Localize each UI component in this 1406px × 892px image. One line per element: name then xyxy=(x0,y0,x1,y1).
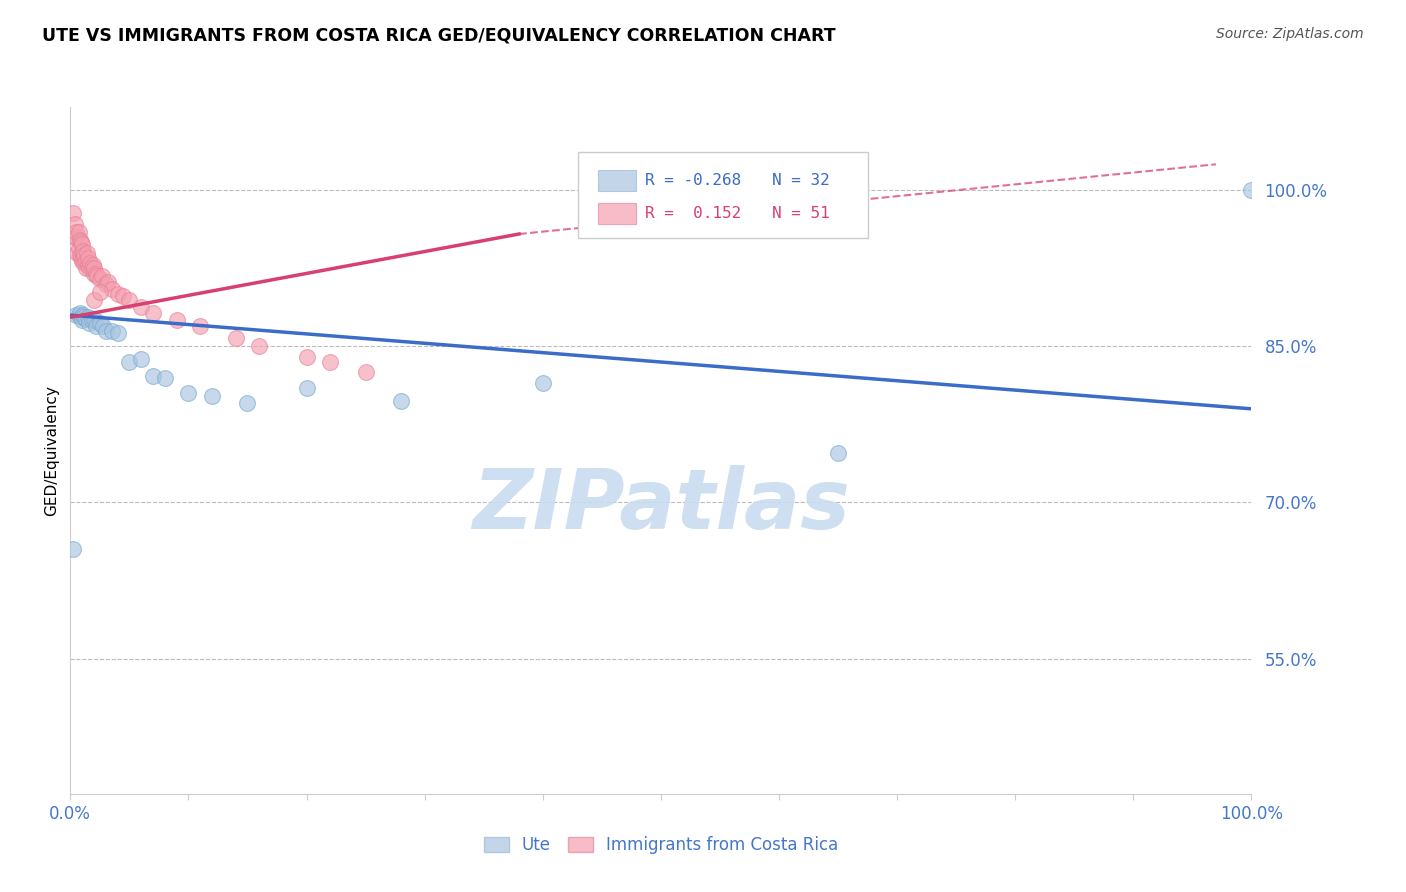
Point xyxy=(166,313,188,327)
Legend: Ute, Immigrants from Costa Rica: Ute, Immigrants from Costa Rica xyxy=(477,830,845,861)
Point xyxy=(188,318,211,333)
Point xyxy=(72,244,94,258)
Point xyxy=(65,230,87,244)
Text: R = -0.268: R = -0.268 xyxy=(645,173,742,188)
Point xyxy=(177,386,200,401)
Point xyxy=(70,310,93,325)
Point xyxy=(531,376,554,390)
Point xyxy=(389,393,412,408)
Point xyxy=(67,308,90,322)
Point xyxy=(247,339,270,353)
Point xyxy=(83,312,105,326)
Point xyxy=(70,237,93,252)
Point xyxy=(84,267,107,281)
Point xyxy=(75,254,97,268)
Point xyxy=(65,308,87,322)
Point xyxy=(72,251,94,265)
Point xyxy=(84,318,107,333)
Point xyxy=(62,542,84,557)
Point xyxy=(77,310,100,325)
Point xyxy=(75,312,97,326)
Point xyxy=(70,310,93,325)
Point xyxy=(75,261,97,276)
Point xyxy=(93,318,115,333)
Point xyxy=(86,268,108,283)
Point xyxy=(153,370,176,384)
Point xyxy=(142,368,165,383)
Point xyxy=(63,217,86,231)
Point xyxy=(201,389,224,403)
Point xyxy=(142,306,165,320)
Point xyxy=(69,233,91,247)
Point xyxy=(97,275,120,289)
Point xyxy=(72,308,94,322)
Text: ZIPatlas: ZIPatlas xyxy=(472,465,849,546)
Point xyxy=(83,261,105,276)
Point xyxy=(67,241,90,255)
Point xyxy=(129,351,152,366)
Point xyxy=(319,355,342,369)
Point xyxy=(62,206,84,220)
Point xyxy=(73,248,96,262)
Point xyxy=(77,251,100,265)
Point xyxy=(70,254,93,268)
Point xyxy=(70,313,93,327)
Point xyxy=(94,277,117,291)
Point xyxy=(70,235,93,250)
Point xyxy=(65,225,87,239)
Point xyxy=(73,256,96,270)
Point xyxy=(66,245,89,260)
Y-axis label: GED/Equivalency: GED/Equivalency xyxy=(44,385,59,516)
Bar xyxy=(598,170,636,191)
Point xyxy=(83,293,105,307)
Point xyxy=(295,350,318,364)
Point xyxy=(295,381,318,395)
Point xyxy=(67,225,90,239)
Point xyxy=(82,258,104,272)
Point xyxy=(100,282,122,296)
Bar xyxy=(598,203,636,224)
Text: N = 32: N = 32 xyxy=(772,173,830,188)
Point xyxy=(112,289,135,303)
Point xyxy=(83,267,105,281)
Point xyxy=(94,324,117,338)
Text: R =  0.152: R = 0.152 xyxy=(645,206,742,221)
Point xyxy=(89,285,111,300)
Point xyxy=(69,248,91,262)
Point xyxy=(107,326,129,340)
Text: UTE VS IMMIGRANTS FROM COSTA RICA GED/EQUIVALENCY CORRELATION CHART: UTE VS IMMIGRANTS FROM COSTA RICA GED/EQ… xyxy=(42,27,835,45)
Point xyxy=(89,317,111,331)
Point xyxy=(77,258,100,272)
Text: Source: ZipAtlas.com: Source: ZipAtlas.com xyxy=(1216,27,1364,41)
Point xyxy=(80,313,103,327)
Point xyxy=(89,271,111,285)
Point xyxy=(354,366,377,380)
Point xyxy=(69,306,91,320)
Point xyxy=(76,245,98,260)
Point xyxy=(107,287,129,301)
Point xyxy=(73,310,96,325)
Point xyxy=(91,268,114,283)
Point xyxy=(236,395,259,409)
Point xyxy=(118,293,141,307)
Point xyxy=(100,324,122,338)
Point xyxy=(225,331,247,345)
Point xyxy=(77,317,100,331)
Point xyxy=(70,251,93,265)
Point xyxy=(1240,183,1263,197)
Point xyxy=(129,300,152,314)
Point xyxy=(63,230,86,244)
Point xyxy=(118,355,141,369)
Text: N = 51: N = 51 xyxy=(772,206,830,221)
Point xyxy=(70,245,93,260)
Point xyxy=(80,261,103,276)
Point xyxy=(827,445,849,459)
FancyBboxPatch shape xyxy=(578,152,868,237)
Point xyxy=(79,256,101,270)
Point xyxy=(77,261,100,276)
